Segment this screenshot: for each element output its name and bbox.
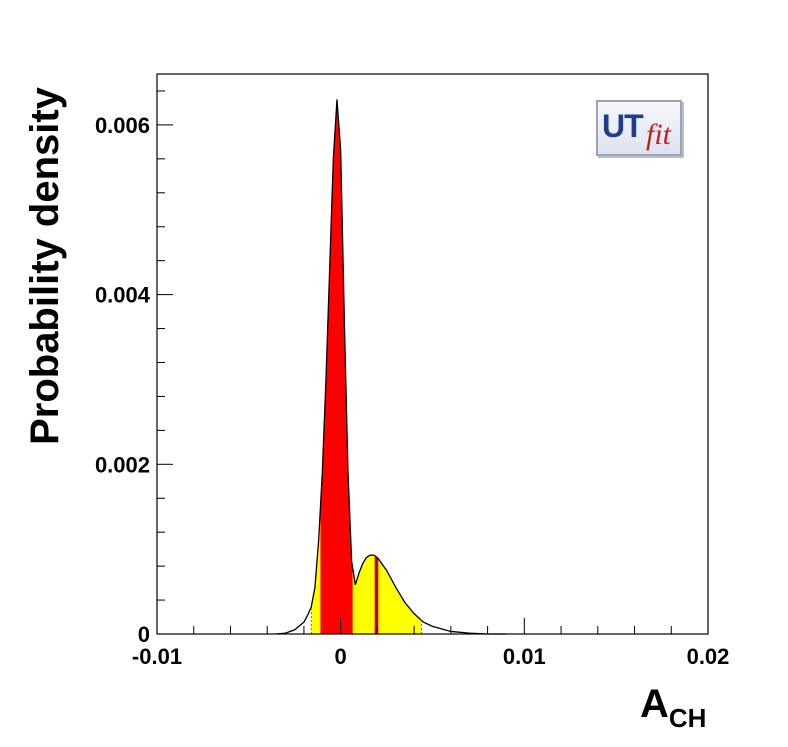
- axis-ticks: [156, 90, 709, 635]
- utfit-logo: UT fit: [596, 100, 682, 156]
- x-tick-label: -0.01: [132, 644, 182, 669]
- y-axis-tick-labels: 0 0.002 0.004 0.006: [95, 113, 151, 647]
- logo-fit-text: fit: [646, 118, 672, 151]
- y-tick-label: 0.002: [95, 452, 150, 477]
- x-tick-label: 0.02: [687, 644, 730, 669]
- probability-regions: [311, 99, 422, 634]
- y-tick-label: 0.006: [95, 113, 150, 138]
- y-tick-label: 0: [138, 622, 150, 647]
- x-tick-label: 0.01: [503, 644, 546, 669]
- y-tick-label: 0.004: [95, 283, 151, 308]
- x-axis-title-subscript: CH: [669, 703, 707, 733]
- density-curve: [276, 99, 506, 635]
- region-markers: [310, 557, 422, 634]
- y-axis-title: Probability density: [23, 86, 67, 445]
- plot-frame: [156, 73, 709, 635]
- region-68pct-area-0: [320, 100, 353, 634]
- logo-ut-text: UT: [602, 108, 644, 144]
- x-tick-label: 0: [335, 644, 347, 669]
- x-axis-title: ACH: [640, 682, 706, 733]
- x-axis-tick-labels: -0.01 0 0.01 0.02: [132, 644, 729, 669]
- x-axis-title-main: A: [640, 682, 669, 726]
